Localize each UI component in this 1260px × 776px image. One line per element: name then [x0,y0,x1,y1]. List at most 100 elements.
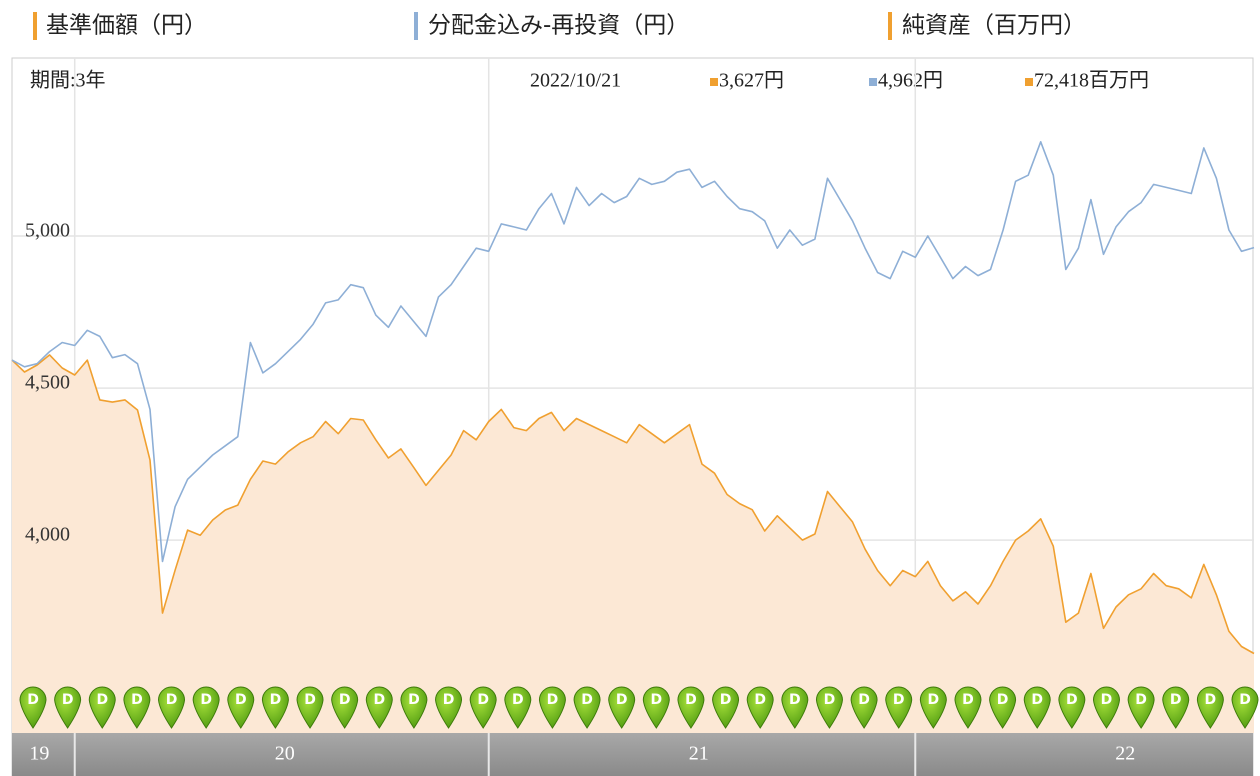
dividend-marker: D [746,686,774,729]
dividend-label: D [408,692,420,708]
date-label: 2022/10/21 [530,70,621,92]
dividend-label: D [789,692,801,708]
dividend-pin [19,686,47,729]
dividend-pin [573,686,601,729]
dividend-label: D [443,692,455,708]
dividend-pin [504,686,532,729]
dividend-label: D [928,692,940,708]
dividend-pin [400,686,428,729]
latest-swatch [1025,78,1033,86]
dividend-pin [781,686,809,729]
dividend-pin [954,686,982,729]
dividend-marker: D [331,686,359,729]
dividend-pin [677,686,705,729]
dividend-label: D [96,692,108,708]
dividend-label: D [200,692,212,708]
legend: 基準価額（円） 分配金込み-再投資（円） 純資産（百万円） [33,12,1086,40]
dividend-label: D [1205,692,1217,708]
latest-value: 4,962円 [878,70,943,92]
dividend-label: D [1101,692,1113,708]
legend-label: 分配金込み-再投資（円） [428,13,689,39]
dividend-marker: D [1023,686,1051,729]
dividend-pin [158,686,186,729]
dividend-label: D [651,692,663,708]
line [11,354,1255,655]
dividend-label: D [824,692,836,708]
dividend-marker: D [608,686,636,729]
dividend-marker: D [850,686,878,729]
area [12,354,1254,733]
dividend-marker: D [365,686,393,729]
dividend-marker: D [538,686,566,729]
dividend-pin [227,686,255,729]
dividend-marker: D [296,686,324,729]
dividend-marker: D [815,686,843,729]
dividend-pin [435,686,463,729]
x-tick-label: 21 [689,743,709,765]
dividend-marker: D [88,686,116,729]
dividend-marker: D [435,686,463,729]
dividend-label: D [616,692,628,708]
dividend-marker: D [677,686,705,729]
dividend-marker: D [712,686,740,729]
dividend-label: D [893,692,905,708]
legend-label: 純資産（百万円） [902,13,1086,39]
dividend-marker: D [1092,686,1120,729]
dividend-marker: D [227,686,255,729]
dividend-label: D [477,692,489,708]
legend-swatch [414,12,418,40]
dividend-marker: D [158,686,186,729]
dividend-pin [608,686,636,729]
dividend-label: D [373,692,385,708]
latest-value: 3,627円 [719,70,784,92]
dividend-marker: D [573,686,601,729]
latest-swatch [710,78,718,86]
dividend-marker: D [261,686,289,729]
dividend-marker: D [504,686,532,729]
dividend-pin [746,686,774,729]
legend-label: 基準価額（円） [46,13,207,39]
dividend-marker: D [885,686,913,729]
dividend-pin [538,686,566,729]
dividend-label: D [1066,692,1078,708]
dividend-marker: D [1196,686,1224,729]
dividend-marker: D [1058,686,1086,729]
dividend-label: D [858,692,870,708]
dividend-pin [1058,686,1086,729]
dividend-pin [123,686,151,729]
dividend-marker: D [989,686,1017,729]
dividend-pin [1023,686,1051,729]
dividend-marker: D [919,686,947,729]
dividend-pin [1127,686,1155,729]
dividend-label: D [997,692,1009,708]
latest-swatch [869,78,877,86]
dividend-marker: D [400,686,428,729]
y-tick-label: 5,000 [25,220,70,242]
dividend-pin [331,686,359,729]
period-label: 期間:3年 [30,69,106,92]
dividend-pin [885,686,913,729]
dividend-marker: D [954,686,982,729]
dividend-pin [642,686,670,729]
dividend-label: D [1135,692,1147,708]
dividend-label: D [304,692,316,708]
dividend-marker: D [1127,686,1155,729]
dividend-marker: D [781,686,809,729]
line [11,141,1255,563]
dividend-pin [365,686,393,729]
x-tick-label: 20 [275,743,295,765]
dividend-label: D [1170,692,1182,708]
dividend-marker: D [1162,686,1190,729]
dividend-pin [1162,686,1190,729]
dividend-label: D [339,692,351,708]
dividend-label: D [512,692,524,708]
dividend-pin [1196,686,1224,729]
legend-swatch [888,12,892,40]
dividend-pin [469,686,497,729]
dividend-pin [919,686,947,729]
y-tick-label: 4,500 [25,372,70,394]
dividend-label: D [1031,692,1043,708]
dividend-pin [261,686,289,729]
